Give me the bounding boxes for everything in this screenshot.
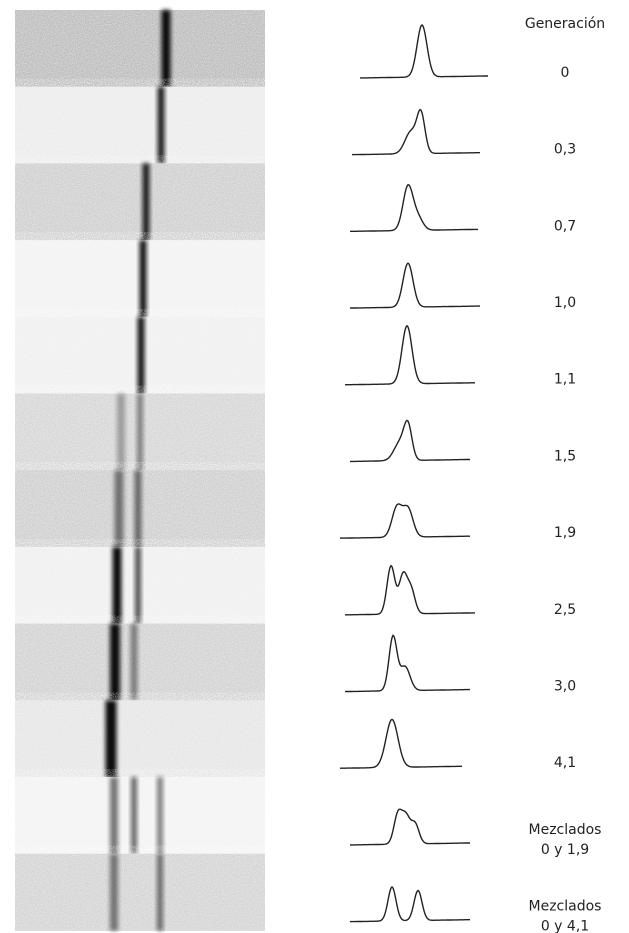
density-trace: [349, 262, 480, 309]
gel-band: [157, 853, 163, 931]
gel-band: [114, 470, 124, 548]
density-trace: [339, 718, 462, 769]
gel-grain: [15, 853, 265, 931]
header: Generación: [525, 16, 605, 32]
gel-band: [157, 777, 163, 855]
gel-grain: [15, 700, 265, 778]
gel-band: [131, 777, 137, 855]
gel-band: [110, 623, 120, 701]
gel-band: [130, 623, 138, 701]
generation-label: 1,5: [554, 448, 576, 464]
generation-label: Mezclados: [529, 822, 602, 838]
density-trace: [344, 634, 470, 693]
gel-grain: [15, 86, 265, 164]
gel-grain: [15, 163, 265, 241]
gel-grain: [15, 777, 265, 855]
gel-band: [139, 240, 147, 318]
density-trace: [349, 184, 478, 233]
density-trace: [349, 886, 470, 923]
gel-strip: [15, 10, 265, 931]
gel-band: [110, 777, 118, 855]
generation-label: 0 y 4,1: [541, 919, 589, 933]
density-traces: [339, 24, 488, 923]
generation-label: Mezclados: [529, 899, 602, 915]
gel-band: [142, 163, 150, 241]
generation-label: 1,9: [554, 525, 576, 541]
generation-label: 0,7: [554, 218, 576, 234]
gel-band: [137, 316, 145, 394]
gel-grain: [15, 623, 265, 701]
generation-label: 2,5: [554, 602, 576, 618]
density-trace: [344, 324, 475, 386]
gel-band: [117, 393, 125, 471]
density-trace: [351, 108, 480, 156]
generation-label: 0,3: [554, 142, 576, 158]
generation-label: 1,1: [554, 372, 576, 388]
density-trace: [349, 808, 470, 846]
density-trace: [349, 419, 470, 463]
gel-band: [135, 546, 141, 625]
density-trace: [339, 503, 470, 539]
gel-band: [137, 393, 143, 471]
generation-label: 4,1: [554, 755, 576, 771]
generation-label: 0 y 1,9: [541, 842, 589, 858]
labels: 0 0,3 0,7 1,0 1,1 1,5 1,9 2,5 3,0 4,1 Mezclados 0 y…: [529, 65, 602, 933]
gel-band: [112, 546, 122, 625]
gel-band: [110, 853, 118, 931]
density-trace: [359, 24, 488, 79]
generation-label: 1,0: [554, 295, 576, 311]
density-trace: [344, 564, 475, 616]
generation-label: 3,0: [554, 678, 576, 694]
gel-band: [105, 700, 117, 778]
gel-band: [134, 470, 142, 548]
gel-grain: [15, 10, 265, 88]
gel-band: [161, 10, 171, 88]
generation-label: 0: [561, 65, 570, 81]
gel-band: [157, 86, 165, 164]
